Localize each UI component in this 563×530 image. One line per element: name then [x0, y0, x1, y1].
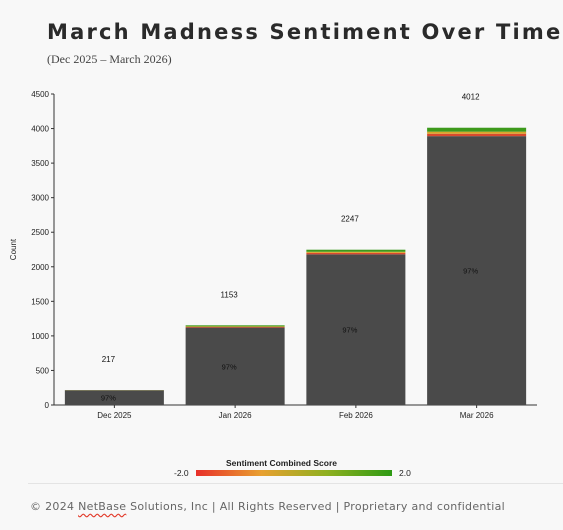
chart-title: March Madness Sentiment Over Time — [47, 20, 563, 44]
y-tick-label: 0 — [45, 401, 50, 410]
bar-share-label: 97% — [222, 362, 237, 371]
legend-min-label: -2.0 — [174, 468, 189, 478]
footer-divider — [28, 483, 563, 484]
legend-color-scale — [196, 470, 392, 476]
y-tick-label: 500 — [36, 366, 50, 375]
x-tick-label: Dec 2025 — [97, 411, 132, 420]
bar-share-label: 97% — [342, 326, 357, 335]
bar-total-label: 1153 — [221, 290, 239, 299]
bar-chart: 0 500 1000 1500 2000 2500 3000 3500 4000 4500 Coun… — [9, 90, 537, 420]
bar-total-label: 4012 — [462, 93, 480, 102]
bar-segment-positive — [185, 325, 285, 327]
y-tick-label: 4000 — [31, 125, 49, 134]
bar-share-label: 97% — [463, 267, 478, 276]
x-tick-label: Feb 2026 — [339, 411, 373, 420]
bar-share-label: 97% — [101, 394, 116, 403]
y-tick-label: 3500 — [31, 159, 49, 168]
bar-segment-negative — [185, 326, 285, 328]
footer-copyright: © 2024 NetBase Solutions, Inc | All Righ… — [30, 500, 505, 513]
footer-suffix: Solutions, Inc | All Rights Reserved | P… — [126, 500, 506, 513]
y-axis-label: Count — [9, 238, 18, 260]
legend-max-label: 2.0 — [399, 468, 411, 478]
footer-brand: NetBase — [78, 500, 127, 513]
bar-segment-positive — [306, 249, 406, 252]
bar-segment-neutral — [306, 254, 406, 405]
bar-segment-negative — [427, 133, 527, 137]
y-tick-label: 2500 — [31, 228, 49, 237]
bar-segment-positive — [427, 127, 527, 132]
x-tick-label: Mar 2026 — [460, 411, 494, 420]
bar-segment-neutral — [64, 390, 164, 405]
x-tick-label: Jan 2026 — [219, 411, 252, 420]
y-tick-label: 2000 — [31, 263, 49, 272]
bar-segment-mixed — [427, 131, 527, 134]
footer-prefix: © 2024 — [30, 500, 79, 513]
bar-total-label: 2247 — [341, 215, 359, 224]
bar-total-label: 217 — [102, 355, 116, 364]
bar-segment-mixed — [185, 326, 285, 327]
y-tick-label: 1000 — [31, 332, 49, 341]
bar-segment-negative — [306, 252, 406, 255]
y-tick-label: 1500 — [31, 297, 49, 306]
chart-subtitle: (Dec 2025 – March 2026) — [47, 52, 172, 66]
legend-title: Sentiment Combined Score — [226, 458, 337, 468]
bar-segment-mixed — [306, 251, 406, 253]
bar-segment-neutral — [427, 136, 527, 405]
y-tick-label: 3000 — [31, 194, 49, 203]
y-tick-label: 4500 — [31, 90, 49, 99]
bar-segment-neutral — [185, 327, 285, 405]
